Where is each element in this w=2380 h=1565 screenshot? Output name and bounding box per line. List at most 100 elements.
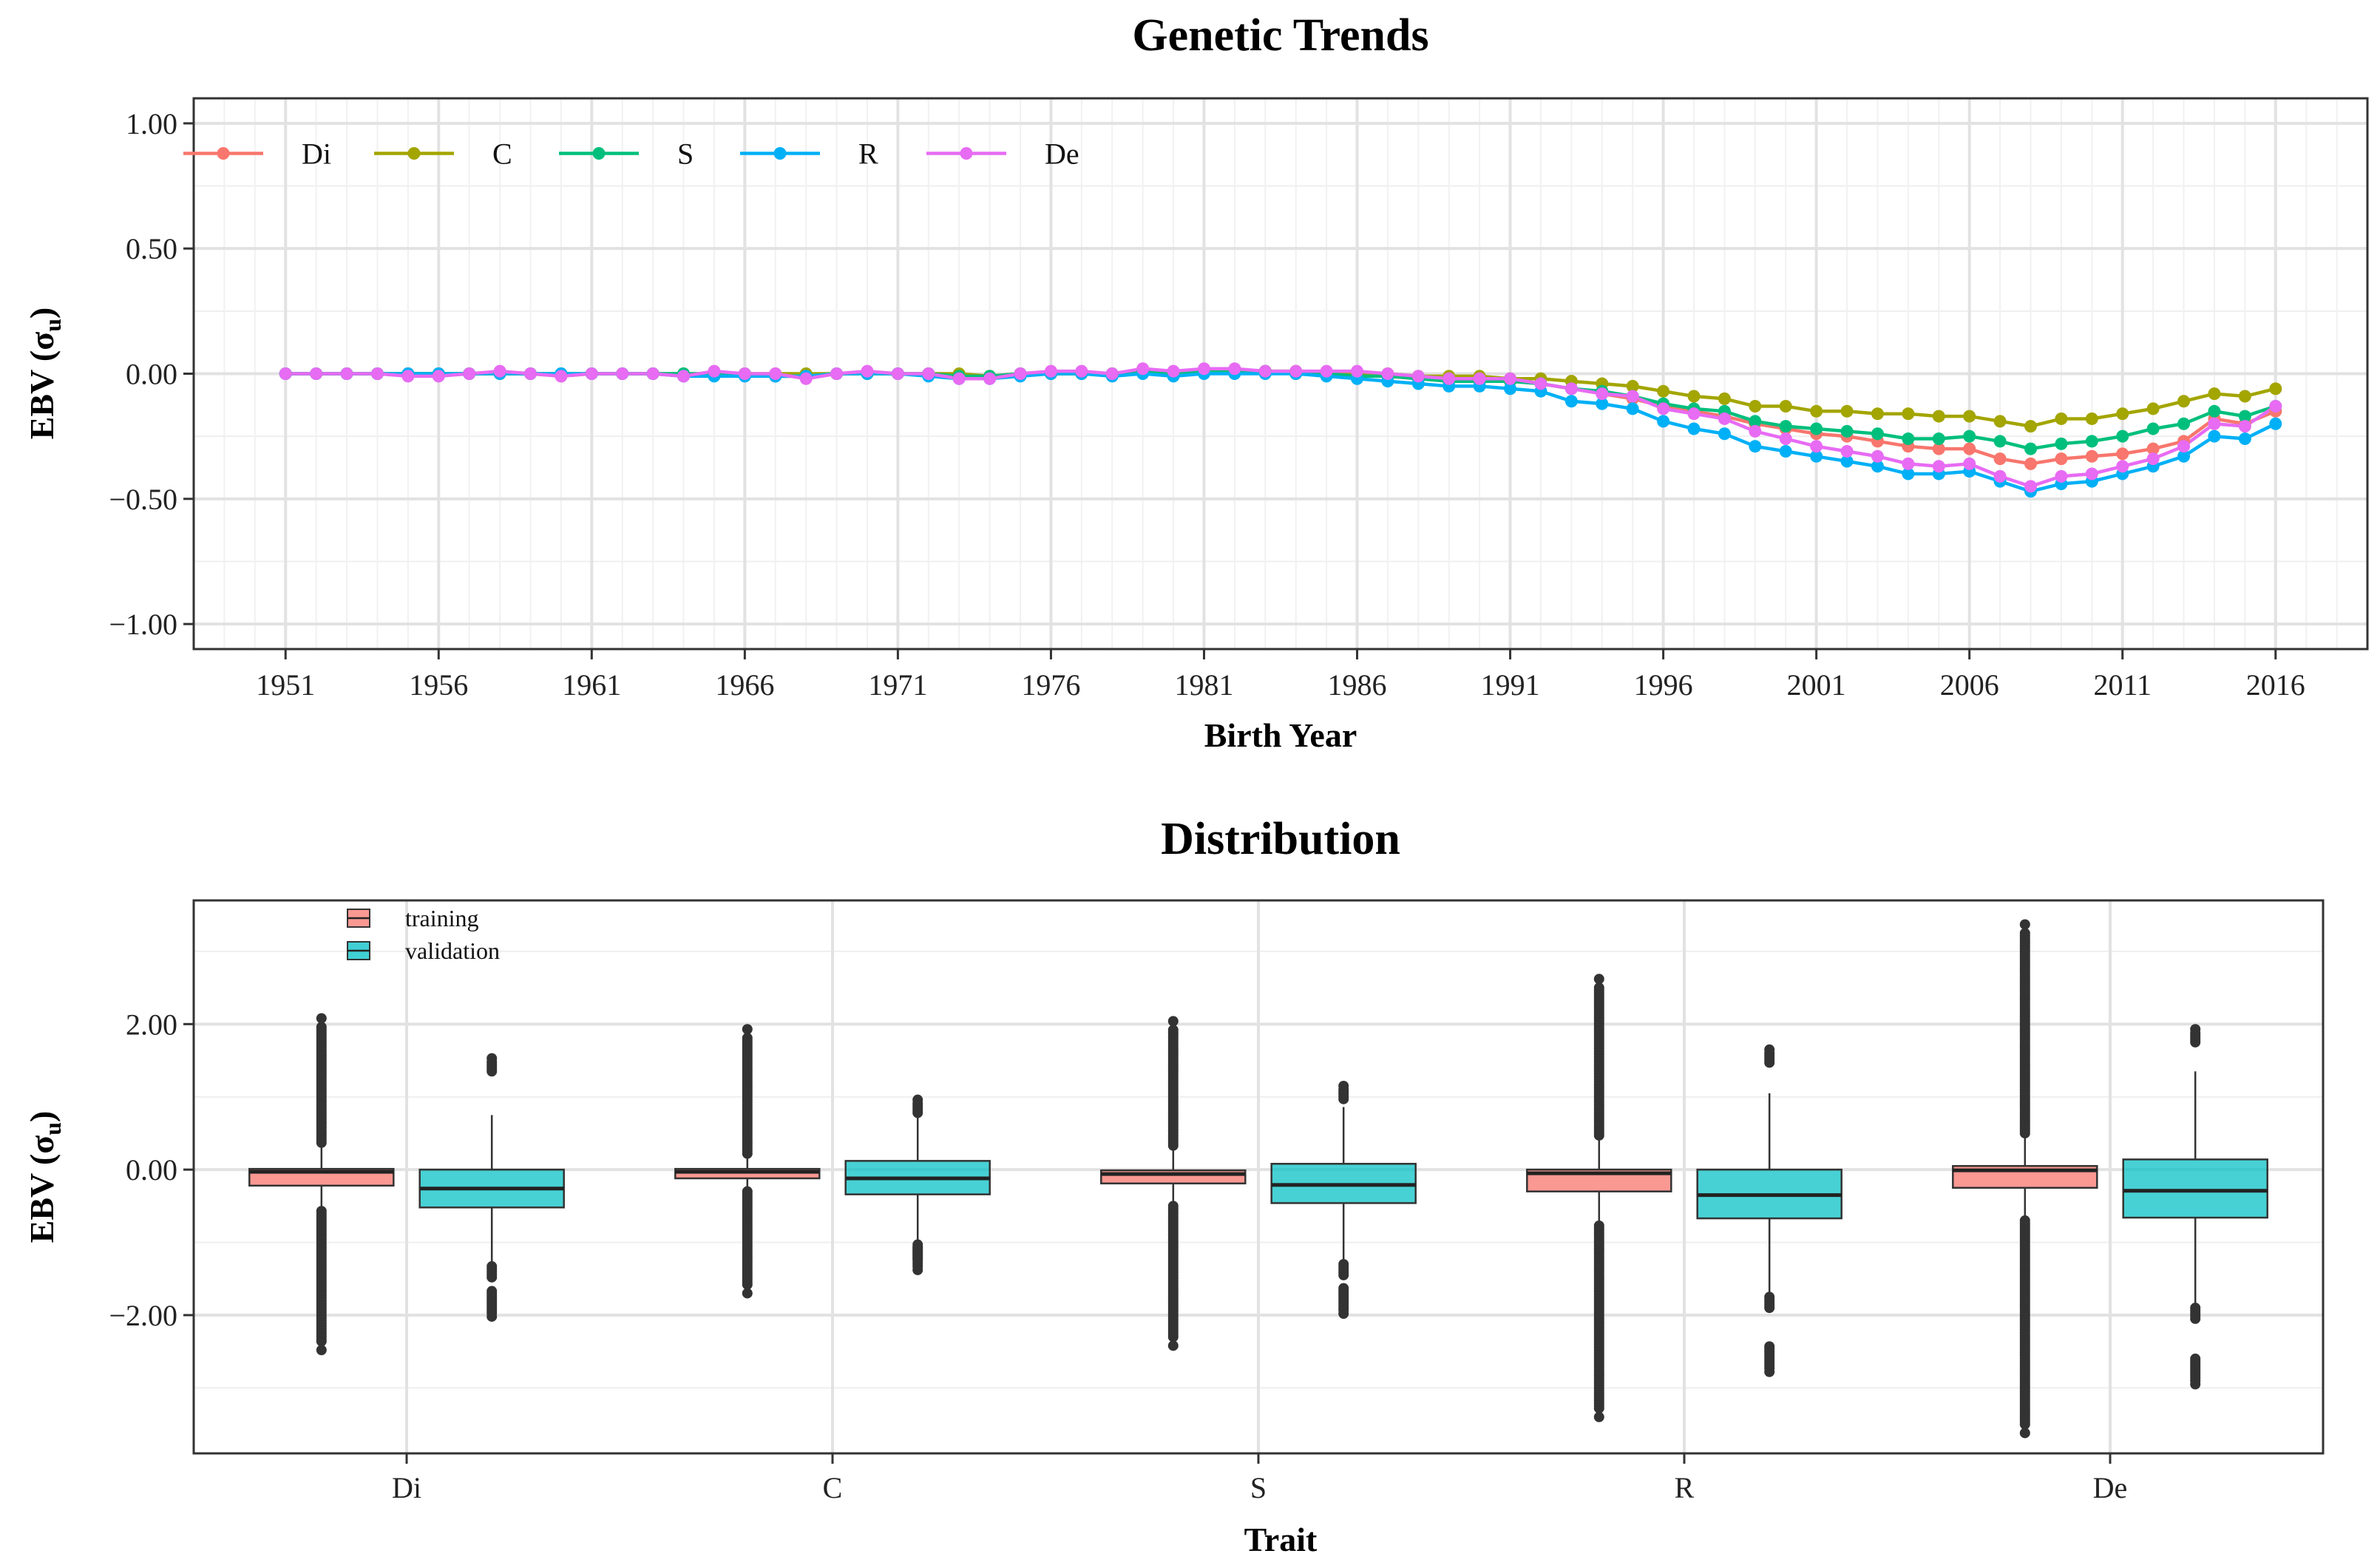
- point-de: [1779, 432, 1792, 446]
- point-de: [983, 372, 997, 385]
- point-de: [1197, 362, 1210, 376]
- point-c: [2269, 382, 2282, 396]
- genetic-trends-y-axis-title-sub: u: [39, 319, 66, 332]
- genetic-trends-title: Genetic Trends: [1132, 10, 1428, 61]
- legend-key-point-s: [592, 147, 606, 160]
- point-de: [2055, 469, 2068, 483]
- point-de: [1289, 364, 1303, 378]
- outlier-validation: [1764, 1341, 1775, 1352]
- outlier-validation: [1338, 1259, 1349, 1270]
- point-di: [2024, 457, 2038, 470]
- point-c: [2024, 420, 2038, 433]
- point-de: [1840, 444, 1854, 458]
- distribution-y-axis: 2.00 0.00 −2.00: [109, 1008, 194, 1332]
- x-tick-label: 1951: [256, 668, 315, 702]
- point-c: [1963, 410, 1976, 423]
- point-de: [646, 367, 660, 380]
- point-r: [1840, 455, 1854, 468]
- point-de: [2085, 467, 2098, 481]
- point-c: [2085, 412, 2098, 425]
- y-tick-label: 0.00: [126, 1153, 177, 1187]
- point-de: [2177, 440, 2191, 453]
- legend-label-training: training: [405, 905, 479, 931]
- point-r: [2269, 417, 2282, 430]
- point-di: [2085, 449, 2098, 463]
- point-r: [1564, 395, 1578, 408]
- y-tick-label: 0.50: [126, 232, 177, 265]
- distribution-boxplots: [248, 919, 2268, 1439]
- point-c: [1932, 410, 1945, 423]
- point-de: [370, 367, 384, 380]
- point-c: [2177, 395, 2191, 408]
- point-de: [2208, 417, 2221, 430]
- outlier-training: [316, 1206, 327, 1217]
- outlier-max-training: [2019, 919, 2030, 930]
- outlier-max-training: [742, 1024, 753, 1035]
- point-de: [493, 364, 506, 378]
- point-c: [2238, 390, 2251, 403]
- point-de: [555, 370, 568, 383]
- point-de: [1381, 367, 1394, 380]
- box-validation: [2122, 1158, 2268, 1219]
- point-de: [1136, 362, 1150, 376]
- point-de: [1075, 364, 1088, 378]
- point-s: [1810, 422, 1823, 435]
- point-de: [1993, 469, 2007, 483]
- outlier-validation: [486, 1286, 498, 1297]
- point-c: [1902, 407, 1915, 421]
- point-s: [1902, 432, 1915, 446]
- point-r: [2208, 430, 2221, 443]
- point-de: [2146, 452, 2160, 466]
- y-tick-label: −0.50: [109, 483, 177, 516]
- point-de: [769, 367, 782, 380]
- point-di: [2055, 452, 2068, 466]
- point-s: [1779, 420, 1792, 433]
- point-de: [1932, 460, 1945, 473]
- point-de: [1871, 449, 1884, 463]
- point-c: [1840, 404, 1854, 418]
- legend-key-point-r: [773, 147, 787, 160]
- point-de: [830, 367, 844, 380]
- x-tick-label: 2006: [1940, 668, 1999, 702]
- point-de: [432, 370, 445, 383]
- x-tick-label: Di: [392, 1471, 421, 1504]
- outlier-validation: [912, 1239, 923, 1250]
- point-de: [799, 372, 813, 385]
- outlier-validation: [1764, 1291, 1775, 1303]
- x-tick-label: 1986: [1328, 668, 1387, 702]
- outlier-max-validation: [1338, 1080, 1349, 1091]
- point-s: [2177, 417, 2191, 430]
- x-tick-label: S: [1250, 1471, 1267, 1504]
- distribution-x-axis-title: Trait: [1244, 1521, 1318, 1558]
- point-c: [1871, 407, 1884, 421]
- point-de: [310, 367, 323, 380]
- genetic-trends-y-axis-title: EBV (σu): [23, 308, 66, 440]
- point-r: [1596, 397, 1609, 410]
- point-s: [2024, 442, 2038, 455]
- point-de: [1564, 382, 1578, 396]
- point-s: [2238, 410, 2251, 423]
- point-s: [1840, 424, 1854, 438]
- x-tick-label: 1971: [868, 668, 927, 702]
- point-de: [1963, 457, 1976, 470]
- legend-label-validation: validation: [405, 937, 500, 964]
- y-tick-label: −2.00: [109, 1299, 177, 1332]
- x-tick-label: 2011: [2093, 668, 2152, 702]
- point-c: [1749, 400, 1762, 413]
- outlier-training: [742, 1033, 753, 1044]
- outlier-min-training: [1593, 1411, 1604, 1422]
- point-r: [1657, 415, 1670, 428]
- point-de: [1657, 402, 1670, 415]
- point-de: [585, 367, 598, 380]
- point-de: [1351, 364, 1364, 378]
- genetic-trends-y-axis: 1.00 0.50 0.00 −0.50 −1.00: [109, 107, 194, 641]
- point-r: [1871, 460, 1884, 473]
- point-r: [2177, 449, 2191, 463]
- outlier-max-training: [316, 1013, 327, 1024]
- outlier-validation: [2190, 1354, 2201, 1365]
- point-s: [1963, 430, 1976, 443]
- genetic-trends-x-axis: 1951 1956 1961 1966 1971 1976 1981 1986 1991 1996…: [256, 649, 2305, 702]
- point-s: [2208, 404, 2221, 418]
- point-c: [1993, 415, 2007, 428]
- x-tick-label: 1976: [1021, 668, 1080, 702]
